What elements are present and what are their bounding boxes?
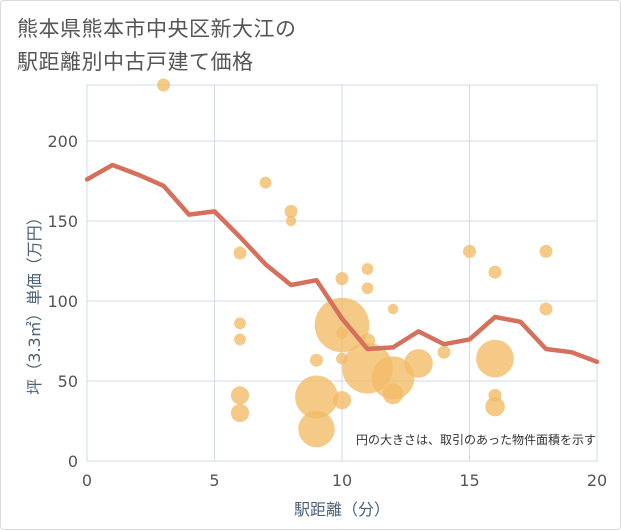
x-tick-label: 10 xyxy=(332,471,352,490)
x-tick-label: 15 xyxy=(459,471,479,490)
y-tick-label: 0 xyxy=(68,452,78,471)
bubble-point xyxy=(361,263,374,275)
bubble-point xyxy=(234,317,246,330)
bubble-point xyxy=(361,282,374,295)
bubble-point xyxy=(539,244,553,258)
bubble-point xyxy=(387,303,399,315)
x-axis-title: 駅距離（分） xyxy=(294,500,390,519)
chart-title-line-2: 駅距離別中古戸建て価格 xyxy=(17,50,254,74)
bubble-point xyxy=(476,339,514,378)
bubble-point xyxy=(233,246,247,260)
y-tick-label: 50 xyxy=(58,372,78,391)
bubble-point xyxy=(295,375,338,419)
chart-title: 熊本県熊本市中央区新大江の 駅距離別中古戸建て価格 xyxy=(17,13,297,79)
chart-title-line-1: 熊本県熊本市中央区新大江の xyxy=(17,17,297,41)
x-tick-label: 20 xyxy=(587,471,607,490)
bubble-layer xyxy=(157,78,553,448)
bubble-point xyxy=(157,78,170,92)
y-axis-title: 坪（3.3㎡）単価（万円） xyxy=(25,209,44,394)
y-tick-label: 200 xyxy=(47,132,78,151)
bubble-point xyxy=(284,204,298,218)
bubble-point xyxy=(298,410,335,448)
bubble-point xyxy=(539,302,553,316)
bubble-point xyxy=(336,327,348,339)
bubble-point xyxy=(382,383,404,405)
x-tick-label: 5 xyxy=(209,471,219,490)
bubble-point xyxy=(259,176,272,189)
annotation: 円の大きさは、取引のあった物件面積を示す xyxy=(356,432,596,447)
bubble-point xyxy=(332,391,352,410)
x-tick-label: 0 xyxy=(82,471,92,490)
bubble-point xyxy=(463,244,476,258)
average-price-line xyxy=(84,162,600,365)
bubble-point xyxy=(230,386,250,405)
bubble-point xyxy=(230,403,250,423)
bubble-point xyxy=(437,345,451,359)
bubble-point xyxy=(310,353,323,367)
bubble-point xyxy=(485,396,505,417)
bubble-point xyxy=(371,356,415,400)
bubble-point xyxy=(335,272,349,286)
bubble-point xyxy=(314,297,370,353)
bubble-point xyxy=(285,215,297,227)
average-line-layer xyxy=(84,162,600,365)
y-tick-label: 100 xyxy=(47,292,78,311)
bubble-point xyxy=(404,349,433,378)
bubble-point xyxy=(234,333,246,346)
bubble-point xyxy=(488,265,502,279)
y-tick-label: 150 xyxy=(47,212,78,231)
